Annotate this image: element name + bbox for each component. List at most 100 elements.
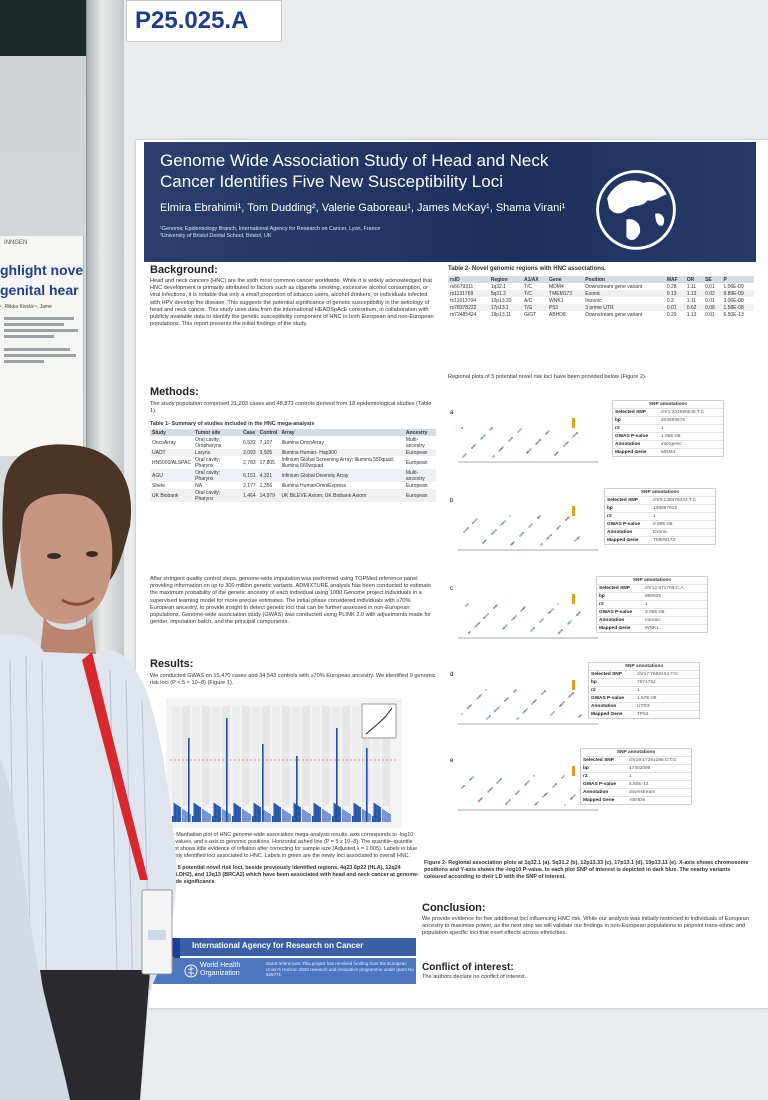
snp-annotation-value: 204559676 — [661, 418, 686, 423]
regional-plot-point — [555, 783, 557, 785]
regional-plot-point — [515, 689, 517, 691]
manhattan-point — [282, 809, 284, 822]
manhattan-point — [382, 809, 384, 822]
snp-annotation-key: Selected SNP — [607, 498, 638, 503]
snp-annotation-row: GWAS P-value 3.05E-08 — [597, 608, 707, 616]
regional-plot-point — [553, 711, 555, 713]
qq-plot — [361, 703, 397, 739]
manhattan-point — [335, 804, 337, 822]
manhattan-point — [252, 816, 254, 822]
table2-cell: 5q31.2 — [488, 290, 522, 297]
background-section: Background: Head and neck cancers (HNC) … — [150, 264, 436, 328]
table1-header-cell: Study — [150, 429, 194, 437]
manhattan-point — [352, 816, 354, 822]
snp-annotation-key: Annotation — [599, 618, 625, 623]
regional-plot-point — [579, 611, 581, 613]
table2-cell: 3.06E-08 — [723, 297, 744, 304]
poster-authors: Elmira Ebrahimi¹, Tom Dudding², Valerie … — [160, 202, 566, 214]
regional-plot-point — [522, 532, 524, 534]
conclusion-section: Conclusion: We provide evidence for five… — [422, 902, 754, 938]
table2-cell: 0.29 — [666, 311, 677, 318]
neighbor-poster: INNGEN ghlight novel genital hear ¹, Rii… — [0, 236, 84, 456]
manhattan-point — [179, 807, 181, 822]
coi-heading: Conflict of interest: — [422, 962, 514, 973]
snp-annotation-value: chr1:204590548:T:C — [661, 410, 705, 415]
regional-plot-point — [542, 618, 544, 620]
regional-plot-point — [530, 448, 532, 450]
methods-text: The study population comprised 21,203 ca… — [150, 401, 432, 415]
neighbor-poster-header: INNGEN — [4, 240, 28, 246]
table2-cell: 0.01 — [705, 283, 715, 290]
manhattan-point — [219, 807, 221, 822]
manhattan-point — [316, 805, 318, 822]
table1-caption: Table 1- Summary of studies included in … — [150, 421, 315, 428]
manhattan-point — [372, 816, 374, 822]
neighbor-title-line1: ghlight novel — [0, 262, 84, 278]
table2-row: rs6679311 1q32.1 T/C MDM4 Downstream gene va… — [448, 283, 754, 290]
snp-annotation-value: TP53 — [637, 712, 649, 717]
regional-plot-point — [567, 441, 569, 443]
regional-plot-letter: a — [450, 410, 454, 416]
regional-plot-point — [469, 631, 471, 633]
snp-annotation-key: Mapped Gene — [583, 798, 615, 803]
table2-cell: 1.11 — [686, 297, 697, 304]
table1-header-cell: Ancestry — [403, 429, 436, 437]
table2-cell: 17p13.1 — [488, 304, 522, 311]
table1-row: UADT Larynx 2,093 3,505 Illumina Human- Hap3… — [150, 449, 436, 457]
table1-cell: 1,464 — [241, 489, 258, 503]
regional-intro-text: Regional plots of 5 potential novel risk… — [448, 374, 647, 380]
manhattan-point — [186, 812, 188, 822]
manhattan-chrom-band — [202, 706, 210, 806]
snp-annotation-value: TMEM173 — [653, 538, 676, 543]
table1-cell: 3,505 — [257, 449, 280, 457]
manhattan-point — [365, 811, 367, 822]
table2-header-cell: A1/AX — [521, 276, 548, 283]
snp-annotation-title: SNP annotations — [616, 750, 656, 755]
manhattan-point — [193, 803, 195, 822]
manhattan-point — [273, 803, 275, 822]
who-emblem-icon — [184, 964, 198, 978]
manhattan-point — [248, 813, 250, 822]
mouth — [61, 596, 95, 606]
manhattan-point — [272, 816, 274, 822]
regional-plot-point — [489, 715, 491, 717]
snp-annotation-box-a: SNP annotations Selected SNP chr1:20459054… — [612, 400, 724, 457]
table2-cell: 0.01 — [664, 304, 685, 311]
manhattan-point — [265, 811, 267, 822]
regional-plot-point — [520, 428, 522, 430]
affiliation-2: ²University of Bristol Dental School, Br… — [160, 233, 272, 239]
manhattan-point — [218, 806, 220, 822]
manhattan-point — [286, 812, 288, 822]
who-name: World Health Organization — [200, 962, 240, 978]
regional-plot-point — [535, 699, 537, 701]
regional-plot-d: d — [448, 670, 608, 730]
table1-cell: European — [403, 489, 436, 503]
regional-plot-point — [528, 780, 530, 782]
regional-plot-point — [550, 534, 552, 536]
manhattan-point — [369, 814, 371, 822]
table1-cell: 6,532 — [243, 439, 256, 446]
regional-plot-graphic: c — [450, 586, 598, 639]
table2-header-cell: Position — [583, 276, 665, 283]
manhattan-point — [312, 816, 314, 822]
snp-annotation-key: bp — [583, 766, 589, 771]
table1-cell: HN5000/ALSPAC — [152, 459, 192, 466]
face — [20, 493, 113, 624]
regional-plot-point — [557, 451, 559, 453]
table1-cell: 1,356 — [259, 482, 273, 489]
poster-title: Genome Wide Association Study of Head an… — [160, 151, 549, 191]
manhattan-point — [268, 813, 270, 822]
left-eye — [47, 553, 61, 559]
who-name-line1: World Health — [200, 962, 241, 969]
table1-cell: Oral cavity; Oropharynx — [195, 436, 222, 449]
manhattan-point — [318, 806, 320, 822]
regional-plot-point — [564, 804, 566, 806]
table2-cell: 1.13 — [686, 311, 697, 318]
lead-snp-marker — [572, 418, 575, 428]
hair — [2, 444, 132, 590]
table1-cell: 2,177 — [243, 482, 256, 489]
snp-annotation-value: 9.89E-09 — [653, 522, 673, 527]
table1-cell: 14,979 — [257, 489, 280, 503]
table2-header-cell: Gene — [547, 276, 584, 283]
table2-cell: MDM4 — [549, 283, 564, 290]
